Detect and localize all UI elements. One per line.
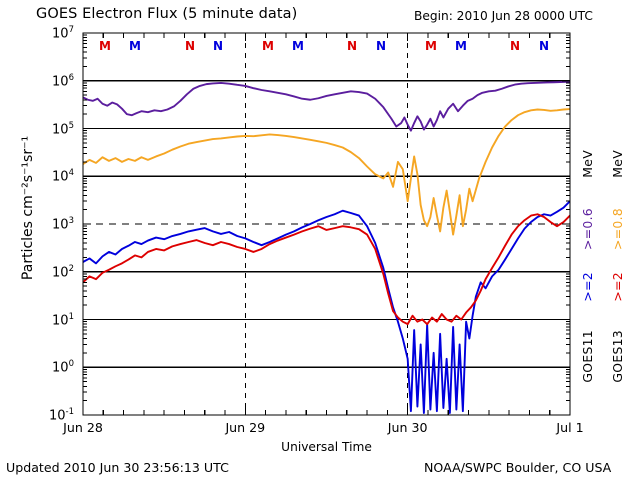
event-marker-n-2: N	[184, 39, 196, 53]
updated-timestamp: Updated 2010 Jun 30 23:56:13 UTC	[6, 460, 229, 475]
y-tick-4: 103	[52, 216, 74, 233]
event-marker-n-11: N	[538, 39, 550, 53]
page-title: GOES Electron Flux (5 minute data)	[36, 6, 298, 22]
event-marker-n-6: N	[346, 39, 358, 53]
event-marker-m-4: M	[262, 39, 274, 53]
y-tick-3: 104	[52, 168, 74, 185]
x-tick-jun-30: Jun 30	[387, 420, 428, 435]
y-tick-7: 100	[52, 359, 74, 376]
y-tick-1: 106	[52, 72, 74, 90]
y-tick-0: 107	[52, 25, 74, 42]
y-tick-6: 101	[52, 311, 74, 328]
event-marker-m-5: M	[292, 39, 304, 53]
x-tick-jun-29: Jun 29	[225, 420, 266, 435]
event-marker-n-7: N	[375, 39, 387, 53]
event-marker-n-3: N	[212, 39, 224, 53]
x-axis-label: Universal Time	[281, 440, 372, 454]
y-tick-8: 10-1	[48, 407, 74, 424]
x-tick-jun-28: Jun 28	[63, 420, 103, 435]
event-marker-m-1: M	[129, 39, 141, 53]
event-marker-n-10: N	[509, 39, 521, 53]
x-tick-jul-1: Jul 1	[556, 420, 584, 435]
y-tick-5: 102	[52, 263, 74, 281]
source-credit: NOAA/SWPC Boulder, CO USA	[424, 460, 612, 475]
event-marker-m-9: M	[455, 39, 467, 53]
y-tick-2: 105	[52, 120, 74, 137]
event-marker-m-0: M	[99, 39, 111, 53]
event-marker-m-8: M	[425, 39, 437, 53]
begin-time-label: Begin: 2010 Jun 28 0000 UTC	[414, 9, 593, 23]
